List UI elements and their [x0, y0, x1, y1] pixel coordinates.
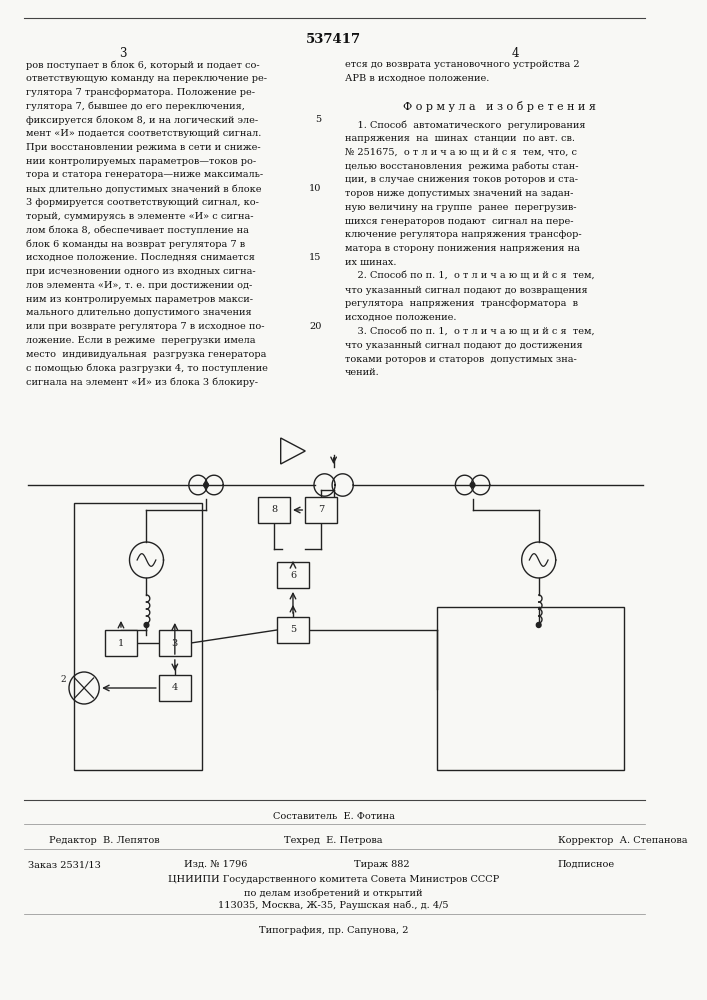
Text: № 251675,  о т л и ч а ю щ и й с я  тем, что, с: № 251675, о т л и ч а ю щ и й с я тем, ч… [345, 148, 577, 157]
Text: гулятора 7, бывшее до его переключения,: гулятора 7, бывшее до его переключения, [26, 101, 245, 111]
Text: 113035, Москва, Ж-35, Раушская наб., д. 4/5: 113035, Москва, Ж-35, Раушская наб., д. … [218, 901, 449, 910]
Text: АРВ в исходное положение.: АРВ в исходное положение. [345, 74, 489, 83]
Text: 5: 5 [290, 626, 296, 635]
Text: ную величину на группе  ранее  перегрузив-: ную величину на группе ранее перегрузив- [345, 203, 576, 212]
Text: при исчезновении одного из входных сигна-: при исчезновении одного из входных сигна… [26, 267, 256, 276]
Text: ключение регулятора напряжения трансфор-: ключение регулятора напряжения трансфор- [345, 230, 582, 239]
Text: целью восстановления  режима работы стан-: целью восстановления режима работы стан- [345, 161, 578, 171]
Text: исходное положение.: исходное положение. [345, 313, 457, 322]
Text: Редактор  В. Лепятов: Редактор В. Лепятов [49, 836, 160, 845]
Bar [159, 630, 191, 656]
Circle shape [204, 483, 209, 488]
Circle shape [470, 483, 475, 488]
Text: место  индивидуальная  разгрузка генератора: место индивидуальная разгрузка генератор… [26, 350, 267, 359]
Text: 3: 3 [172, 639, 178, 648]
Text: нии контролируемых параметров—токов ро-: нии контролируемых параметров—токов ро- [26, 157, 257, 166]
Text: лом блока 8, обеспечивает поступление на: лом блока 8, обеспечивает поступление на [26, 226, 250, 235]
Text: 6: 6 [290, 570, 296, 580]
Text: ответствующую команду на переключение ре-: ответствующую команду на переключение ре… [26, 74, 267, 83]
Text: тора и статора генератора—ниже максималь-: тора и статора генератора—ниже максималь… [26, 170, 264, 179]
Text: их шинах.: их шинах. [345, 258, 397, 267]
Text: Заказ 2531/13: Заказ 2531/13 [28, 860, 101, 869]
Text: мент «И» подается соответствующий сигнал.: мент «И» подается соответствующий сигнал… [26, 129, 262, 138]
Text: по делам изобретений и открытий: по делам изобретений и открытий [245, 888, 423, 898]
Circle shape [537, 622, 541, 628]
Text: что указанный сигнал подают до возвращения: что указанный сигнал подают до возвращен… [345, 286, 588, 295]
Text: 15: 15 [309, 253, 321, 262]
Text: токами роторов и статоров  допустимых зна-: токами роторов и статоров допустимых зна… [345, 355, 577, 364]
Text: ции, в случае снижения токов роторов и ста-: ции, в случае снижения токов роторов и с… [345, 175, 578, 184]
Text: 537417: 537417 [306, 33, 361, 46]
Text: 3 формируется соответствующий сигнал, ко-: 3 формируется соответствующий сигнал, ко… [26, 198, 259, 207]
Text: что указанный сигнал подают до достижения: что указанный сигнал подают до достижени… [345, 341, 583, 350]
Bar [277, 562, 309, 588]
Bar [305, 497, 337, 523]
Text: ных длительно допустимых значений в блоке: ных длительно допустимых значений в блок… [26, 184, 262, 194]
Polygon shape [281, 438, 305, 464]
Bar [105, 630, 137, 656]
Text: 3: 3 [119, 47, 127, 60]
Text: матора в сторону понижения напряжения на: матора в сторону понижения напряжения на [345, 244, 580, 253]
Text: гулятора 7 трансформатора. Положение ре-: гулятора 7 трансформатора. Положение ре- [26, 88, 255, 97]
Text: напряжения  на  шинах  станции  по авт. св.: напряжения на шинах станции по авт. св. [345, 134, 575, 143]
Text: торов ниже допустимых значений на задан-: торов ниже допустимых значений на задан- [345, 189, 573, 198]
Bar [277, 617, 309, 643]
Bar [437, 607, 624, 770]
Text: Ф о р м у л а   и з о б р е т е н и я: Ф о р м у л а и з о б р е т е н и я [402, 101, 595, 112]
Circle shape [144, 622, 149, 628]
Text: Изд. № 1796: Изд. № 1796 [185, 860, 247, 869]
Text: 10: 10 [309, 184, 321, 193]
Text: 4: 4 [511, 47, 519, 60]
Text: 3. Способ по п. 1,  о т л и ч а ю щ и й с я  тем,: 3. Способ по п. 1, о т л и ч а ю щ и й с… [345, 327, 595, 336]
Text: Подписное: Подписное [558, 860, 614, 869]
Text: 8: 8 [271, 506, 277, 514]
Text: ется до возврата установочного устройства 2: ется до возврата установочного устройств… [345, 60, 580, 69]
Bar [258, 497, 290, 523]
Text: ложение. Если в режиме  перегрузки имела: ложение. Если в режиме перегрузки имела [26, 336, 256, 345]
Text: При восстановлении режима в сети и сниже-: При восстановлении режима в сети и сниже… [26, 143, 261, 152]
Text: ров поступает в блок 6, который и подает со-: ров поступает в блок 6, который и подает… [26, 60, 260, 70]
Text: Техред  Е. Петрова: Техред Е. Петрова [284, 836, 383, 845]
Text: чений.: чений. [345, 368, 380, 377]
Text: мального длительно допустимого значения: мального длительно допустимого значения [26, 308, 252, 317]
Text: блок 6 команды на возврат регулятора 7 в: блок 6 команды на возврат регулятора 7 в [26, 239, 245, 249]
Bar [159, 675, 191, 701]
Text: 4: 4 [172, 684, 178, 692]
Text: торый, суммируясь в элементе «И» с сигна-: торый, суммируясь в элементе «И» с сигна… [26, 212, 254, 221]
Text: с помощью блока разгрузки 4, то поступление: с помощью блока разгрузки 4, то поступле… [26, 364, 269, 373]
Text: ЦНИИПИ Государственного комитета Совета Министров СССР: ЦНИИПИ Государственного комитета Совета … [168, 875, 499, 884]
Text: Составитель  Е. Фотина: Составитель Е. Фотина [273, 812, 395, 821]
Text: 1: 1 [118, 639, 124, 648]
Text: шихся генераторов подают  сигнал на пере-: шихся генераторов подают сигнал на пере- [345, 217, 573, 226]
Bar [74, 503, 202, 770]
Text: 2: 2 [61, 674, 66, 684]
Text: регулятора  напряжения  трансформатора  в: регулятора напряжения трансформатора в [345, 299, 578, 308]
Text: 1. Способ  автоматического  регулирования: 1. Способ автоматического регулирования [345, 120, 585, 129]
Text: фиксируется блоком 8, и на логический эле-: фиксируется блоком 8, и на логический эл… [26, 115, 259, 125]
Text: 7: 7 [318, 506, 325, 514]
Text: сигнала на элемент «И» из блока 3 блокиру-: сигнала на элемент «И» из блока 3 блокир… [26, 377, 259, 387]
Text: лов элемента «И», т. е. при достижении од-: лов элемента «И», т. е. при достижении о… [26, 281, 252, 290]
Text: Корректор  А. Степанова: Корректор А. Степанова [558, 836, 687, 845]
Text: 5: 5 [315, 115, 321, 124]
Text: 2. Способ по п. 1,  о т л и ч а ю щ и й с я  тем,: 2. Способ по п. 1, о т л и ч а ю щ и й с… [345, 272, 595, 281]
Text: ним из контролируемых параметров макси-: ним из контролируемых параметров макси- [26, 295, 254, 304]
Text: исходное положение. Последняя снимается: исходное положение. Последняя снимается [26, 253, 255, 262]
Text: Тираж 882: Тираж 882 [354, 860, 410, 869]
Text: 20: 20 [309, 322, 321, 331]
Text: или при возврате регулятора 7 в исходное по-: или при возврате регулятора 7 в исходное… [26, 322, 265, 331]
Text: Типография, пр. Сапунова, 2: Типография, пр. Сапунова, 2 [259, 926, 409, 935]
